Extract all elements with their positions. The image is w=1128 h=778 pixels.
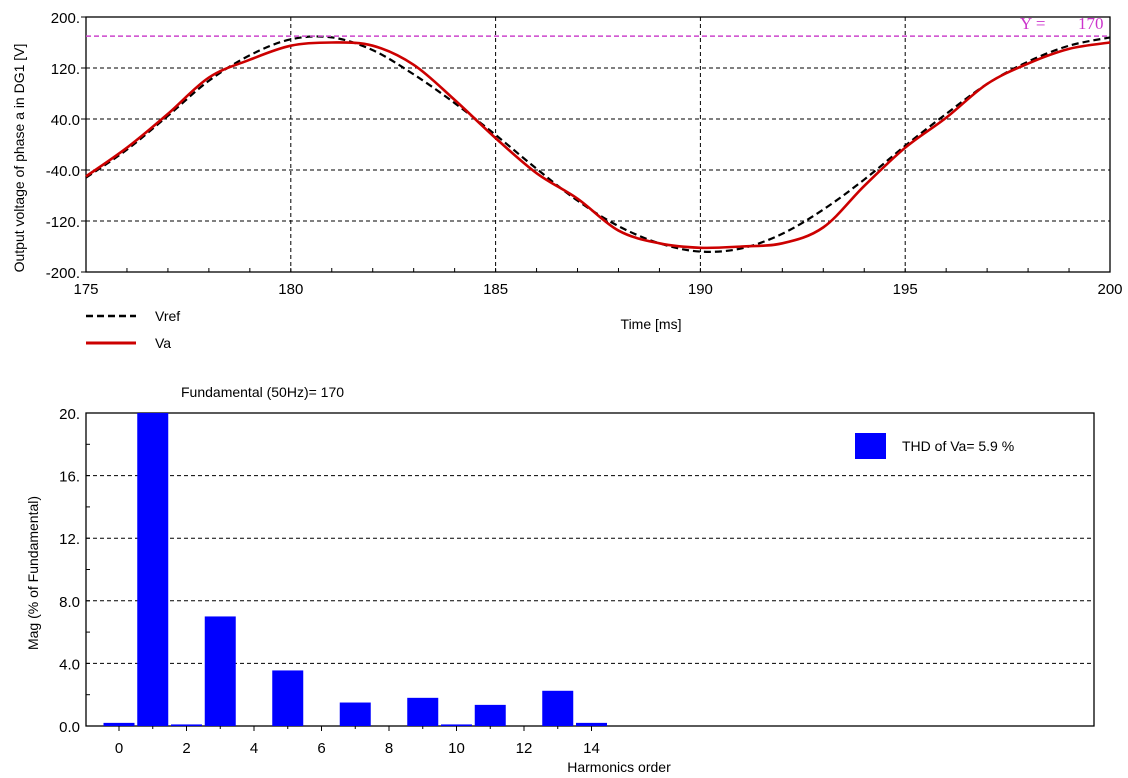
legend-label-thd: THD of Va= 5.9 % [902, 438, 1014, 454]
bottom-x-tick-label: 2 [182, 740, 190, 757]
bottom-y-tick-label: 16. [59, 469, 80, 486]
series-va-line [85, 41, 1111, 250]
harmonic-bar-9 [407, 697, 439, 726]
bottom-x-tick-label: 8 [385, 740, 393, 757]
bottom-x-tick-label: 10 [448, 740, 465, 757]
top-grid [86, 17, 1110, 272]
bottom-chart-title: Fundamental (50Hz)= 170 [181, 384, 344, 400]
bottom-y-tick-label: 0.0 [59, 719, 80, 736]
harmonic-bar-0 [103, 722, 135, 726]
bottom-ticks: 20. 16. 12. 8.0 4.0 0.0 0 2 4 6 8 10 12 14 [59, 406, 600, 757]
top-x-tick-label: 185 [483, 281, 508, 298]
harmonic-bar-7 [339, 702, 371, 726]
harmonic-bar-14 [576, 722, 607, 726]
top-x-tick-label: 175 [73, 281, 98, 298]
top-plot-frame [85, 16, 1111, 273]
top-x-tick-label: 180 [278, 281, 303, 298]
top-x-tick-label: 200 [1097, 281, 1122, 298]
bottom-x-tick-label: 6 [317, 740, 325, 757]
bottom-x-axis-label: Harmonics order [567, 759, 671, 775]
legend-label-va: Va [155, 335, 171, 351]
harmonic-bar-3 [204, 616, 236, 726]
bottom-plot-frame [85, 412, 1095, 727]
top-ticks: 175 180 185 190 195 200 200. 120. 40.0 -40.0 -120.… [46, 10, 1123, 298]
bottom-y-tick-label: 20. [59, 406, 80, 423]
bottom-x-tick-label: 4 [250, 740, 258, 757]
bottom-grid [86, 475, 1094, 664]
top-series [85, 35, 1111, 253]
bottom-x-tick-label: 14 [583, 740, 600, 757]
top-y-tick-label: -120. [46, 214, 80, 231]
top-x-tick-label: 190 [688, 281, 713, 298]
top-y-tick-label: 120. [51, 61, 80, 78]
legend-label-vref: Vref [155, 308, 180, 324]
top-x-axis-label: Time [ms] [621, 316, 682, 332]
bottom-y-axis-label: Mag (% of Fundamental) [25, 496, 41, 650]
bottom-x-tick-label: 12 [516, 740, 533, 757]
legend-swatch-thd [855, 433, 886, 459]
top-y-axis-label: Output voltage of phase a in DG1 [V] [11, 44, 27, 273]
harmonic-bar-11 [474, 704, 506, 726]
bottom-y-tick-label: 12. [59, 531, 80, 548]
bottom-y-tick-label: 8.0 [59, 594, 80, 611]
harmonic-bar-5 [272, 670, 304, 726]
harmonic-bar-2 [171, 724, 202, 726]
top-y-tick-label: -200. [46, 265, 80, 282]
harmonic-bar-13 [542, 690, 574, 726]
bottom-x-tick-label: 0 [115, 740, 123, 757]
bottom-legend: THD of Va= 5.9 % [855, 433, 1014, 459]
top-y-tick-label: -40.0 [46, 163, 80, 180]
top-legend: Vref Va [86, 308, 180, 351]
top-x-tick-label: 195 [893, 281, 918, 298]
top-y-tick-label: 200. [51, 10, 80, 27]
harmonic-bar-10 [441, 724, 472, 726]
reference-line-value: 170 [1078, 14, 1104, 33]
harmonic-bar-1 [137, 413, 169, 726]
top-y-tick-label: 40.0 [51, 112, 80, 129]
reference-line-label: Y = [1020, 14, 1045, 33]
series-vref-line [85, 35, 1111, 253]
bottom-y-tick-label: 4.0 [59, 656, 80, 673]
voltage-chart: 175 180 185 190 195 200 200. 120. 40.0 -40.0 -120.… [11, 10, 1123, 351]
bottom-bars [103, 413, 607, 726]
harmonics-chart: Fundamental (50Hz)= 170 20. 16. 12. 8.0 4.0 0… [25, 384, 1095, 775]
